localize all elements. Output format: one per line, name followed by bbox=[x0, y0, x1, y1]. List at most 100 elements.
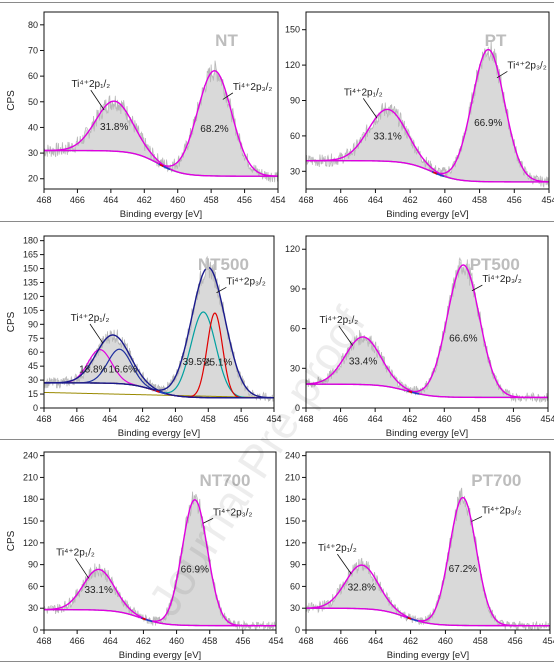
peak-label-2p32-leader bbox=[496, 71, 508, 79]
peak-label-2p12-leader bbox=[90, 89, 105, 111]
peak-percent-label: 33.1% bbox=[85, 585, 113, 596]
y-tick-label: 120 bbox=[285, 244, 300, 254]
y-tick-label: 80 bbox=[28, 20, 38, 30]
y-axis-label: CPS bbox=[6, 530, 17, 551]
peak-label-2p32-leader bbox=[202, 518, 214, 524]
y-tick-label: 120 bbox=[285, 60, 300, 70]
x-tick-label: 454 bbox=[270, 195, 285, 205]
x-tick-label: 464 bbox=[368, 636, 383, 646]
peak-label-2p32: Ti⁴⁺2p₃/₂ bbox=[233, 82, 273, 93]
peak-label-2p32: Ti⁴⁺2p₃/₂ bbox=[482, 505, 522, 516]
peak-label-2p12-leader bbox=[337, 553, 352, 575]
raw-data-line bbox=[43, 60, 279, 183]
x-tick-label: 464 bbox=[368, 414, 383, 424]
x-tick-label: 466 bbox=[333, 195, 348, 205]
chart-panel-nt700: 468 466 464 462 460 458 456 454 0 30 60 90 120 150 180… bbox=[0, 442, 284, 661]
panel-title: NT500 bbox=[198, 255, 249, 274]
chart-svg: 468 466 464 462 460 458 456 454 0 30 60 90 120 150 180… bbox=[6, 451, 284, 661]
y-tick-label: 210 bbox=[285, 472, 300, 482]
plot-frame bbox=[305, 235, 549, 409]
x-tick-label: 460 bbox=[437, 414, 452, 424]
y-tick-label: 45 bbox=[28, 361, 38, 371]
fit-range-marker bbox=[156, 390, 160, 393]
chart-svg: 468 466 464 462 460 458 456 454 0 30 60 90 120 Bindin… bbox=[285, 235, 554, 439]
raw-data-fill bbox=[44, 260, 274, 401]
separator-line bbox=[0, 661, 554, 662]
fit-envelope-2 bbox=[306, 48, 550, 183]
x-tick-label: 456 bbox=[237, 195, 252, 205]
y-tick-label: 150 bbox=[285, 516, 300, 526]
peak-label-2p32: Ti⁴⁺2p₃/₂ bbox=[507, 60, 547, 71]
x-tick-label: 462 bbox=[402, 414, 417, 424]
y-tick-label: 30 bbox=[28, 148, 38, 158]
x-tick-label: 464 bbox=[368, 195, 383, 205]
x-tick-label: 462 bbox=[135, 414, 150, 424]
fit-envelope-2 bbox=[306, 264, 548, 399]
peak-label-2p12: Ti⁴⁺2p₁/₂ bbox=[56, 547, 95, 558]
peak-label-2p12: Ti⁴⁺2p₁/₂ bbox=[71, 79, 110, 90]
component-percent-label: 18.8% bbox=[79, 364, 107, 375]
separator-line bbox=[0, 439, 554, 440]
x-tick-label: 468 bbox=[36, 636, 51, 646]
y-tick-label: 60 bbox=[290, 581, 300, 591]
chart-svg: 468 466 464 462 460 458 456 454 20 30 40 50 60 70 80 Bi… bbox=[6, 11, 286, 220]
x-tick-label: 460 bbox=[437, 195, 452, 205]
y-tick-label: 20 bbox=[28, 174, 38, 184]
x-tick-label: 458 bbox=[202, 636, 217, 646]
y-tick-label: 50 bbox=[28, 97, 38, 107]
peak-label-2p12: Ti⁴⁺2p₁/₂ bbox=[318, 543, 357, 554]
x-tick-label: 466 bbox=[333, 414, 348, 424]
fit-envelope-1 bbox=[305, 336, 548, 399]
peak-label-2p32: Ti⁴⁺2p₃/₂ bbox=[226, 276, 266, 287]
raw-data-line bbox=[305, 257, 549, 404]
x-tick-label: 456 bbox=[508, 636, 523, 646]
raw-data-line bbox=[305, 487, 551, 631]
y-tick-label: 0 bbox=[33, 403, 38, 413]
x-axis-label: Binding evergy [eV] bbox=[386, 209, 468, 220]
chart-panel-pt700: 468 466 464 462 460 458 456 454 0 30 60 90 120 150 180… bbox=[282, 442, 554, 661]
plot-frame bbox=[305, 451, 551, 631]
x-tick-label: 462 bbox=[136, 636, 151, 646]
peak-label-2p12-leader bbox=[338, 325, 353, 346]
y-tick-label: 105 bbox=[23, 305, 38, 315]
x-tick-label: 458 bbox=[472, 195, 487, 205]
y-tick-label: 165 bbox=[23, 250, 38, 260]
y-tick-label: 60 bbox=[28, 581, 38, 591]
y-axis-label: CPS bbox=[6, 311, 17, 332]
peak-label-2p12: Ti⁴⁺2p₁/₂ bbox=[344, 87, 383, 98]
y-axis-label: CPS bbox=[6, 90, 17, 111]
x-tick-label: 456 bbox=[507, 195, 522, 205]
x-tick-label: 458 bbox=[471, 414, 486, 424]
chart-panel-pt500: 468 466 464 462 460 458 456 454 0 30 60 90 120 Bindin… bbox=[270, 224, 554, 439]
x-tick-label: 454 bbox=[268, 636, 283, 646]
peak-percent-label: 66.6% bbox=[449, 334, 477, 345]
peak-label-2p12-leader bbox=[362, 98, 378, 119]
x-tick-label: 464 bbox=[103, 636, 118, 646]
y-tick-label: 90 bbox=[290, 284, 300, 294]
peak-label-2p12-leader bbox=[89, 323, 104, 344]
x-tick-label: 456 bbox=[234, 414, 249, 424]
y-tick-label: 150 bbox=[285, 25, 300, 35]
x-tick-label: 466 bbox=[70, 195, 85, 205]
plot-frame bbox=[43, 451, 277, 631]
chart-svg: 468 466 464 462 460 458 456 454 0 30 60 90 120 150 180… bbox=[285, 451, 554, 661]
chart-svg: 468 466 464 462 460 458 456 454 30 60 90 120 150 Bind… bbox=[285, 11, 554, 220]
x-tick-label: 468 bbox=[36, 414, 51, 424]
y-tick-label: 180 bbox=[23, 236, 38, 246]
y-tick-label: 30 bbox=[290, 363, 300, 373]
x-tick-label: 458 bbox=[201, 414, 216, 424]
y-tick-label: 0 bbox=[295, 403, 300, 413]
y-tick-label: 60 bbox=[290, 131, 300, 141]
peak-percent-label: 66.9% bbox=[474, 118, 502, 129]
x-tick-label: 454 bbox=[541, 195, 554, 205]
raw-data-fill bbox=[44, 494, 276, 629]
x-tick-label: 456 bbox=[506, 414, 521, 424]
raw-data-fill bbox=[44, 63, 278, 181]
peak-percent-label: 31.8% bbox=[100, 122, 128, 133]
x-axis-label: Binding evergy [eV] bbox=[386, 428, 468, 439]
peak-label-2p32-leader bbox=[216, 286, 227, 294]
y-tick-label: 240 bbox=[285, 451, 300, 461]
y-tick-label: 90 bbox=[290, 560, 300, 570]
peak-label-2p32: Ti⁴⁺2p₃/₂ bbox=[482, 274, 522, 285]
